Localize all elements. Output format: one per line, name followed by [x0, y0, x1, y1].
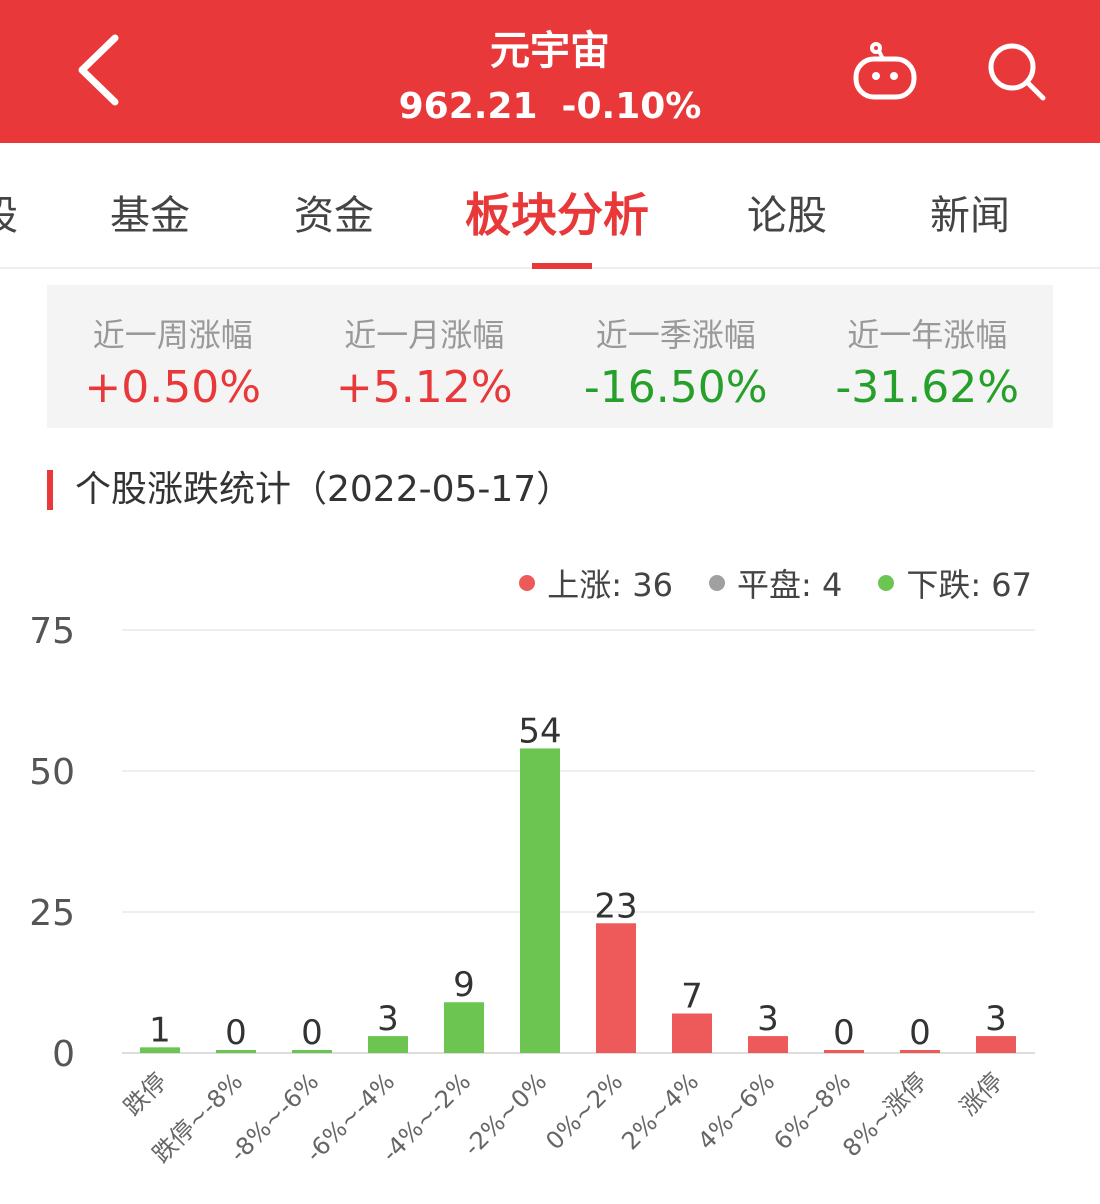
y-tick-label: 75: [29, 611, 75, 652]
x-tick-label: 2%~4%: [616, 1067, 704, 1155]
bar: [520, 748, 560, 1053]
chevron-left-icon[interactable]: [70, 30, 130, 110]
tab-discussion[interactable]: 论股: [747, 193, 827, 239]
legend-dot: [519, 575, 536, 591]
robot-icon[interactable]: [852, 42, 918, 102]
index-change: -0.10%: [561, 86, 702, 127]
stat-week: 近一周涨幅 +0.50%: [84, 316, 262, 413]
y-tick-label: 25: [29, 893, 75, 934]
tab-capital[interactable]: 资金: [294, 193, 374, 239]
bar-value-label: 3: [377, 999, 399, 1039]
bar-value-label: 9: [453, 965, 475, 1005]
bar-value-label: 0: [833, 1013, 855, 1053]
bar: [216, 1050, 256, 1053]
chart-legend: 上涨: 36 平盘: 4 下跌: 67: [519, 560, 1032, 606]
bar-value-label: 54: [518, 711, 561, 751]
x-tick-label: 4%~6%: [692, 1067, 780, 1155]
bar: [368, 1036, 408, 1053]
bar: [292, 1050, 332, 1053]
bar: [824, 1050, 864, 1053]
bar: [596, 923, 636, 1053]
section-title: 个股涨跌统计（2022-05-17）: [47, 470, 572, 510]
bar-value-label: 0: [225, 1013, 247, 1053]
stat-quarter: 近一季涨幅 -16.50%: [583, 316, 768, 413]
tab-sector-analysis[interactable]: 板块分析: [465, 188, 649, 242]
index-quote: 962.21 -0.10%: [0, 86, 1100, 127]
y-tick-label: 50: [29, 752, 75, 793]
bar-value-label: 7: [681, 977, 703, 1017]
active-tab-indicator: [532, 263, 592, 269]
index-price: 962.21: [398, 86, 538, 127]
bar-value-label: 3: [985, 999, 1007, 1039]
page-title: 元宇宙: [490, 28, 610, 74]
y-tick-label: 0: [52, 1034, 75, 1075]
bar-value-label: 0: [909, 1013, 931, 1053]
bar-value-label: 23: [594, 886, 637, 926]
tab-news[interactable]: 新闻: [930, 193, 1010, 239]
tab-bar: 股 基金 资金 板块分析 论股 新闻: [0, 143, 1100, 269]
x-tick-label: 涨停: [955, 1067, 1009, 1121]
bar: [672, 1013, 712, 1053]
legend-flat[interactable]: 平盘: 4: [708, 560, 842, 606]
performance-stats: 近一周涨幅 +0.50% 近一月涨幅 +5.12% 近一季涨幅 -16.50% 近一年…: [47, 285, 1053, 428]
bar-chart: 02550751跌停0跌停~-8%0-8%~-6%3-6%~-4%9-4%~-2…: [29, 611, 1035, 1168]
tab-stock[interactable]: 股: [0, 183, 18, 241]
bar: [976, 1036, 1016, 1053]
x-tick-label: 8%~涨停: [837, 1067, 932, 1162]
bar-value-label: 1: [149, 1010, 171, 1050]
legend-dot: [878, 575, 895, 591]
tab-fund[interactable]: 基金: [110, 193, 190, 239]
bar: [140, 1047, 180, 1053]
header: 元宇宙 962.21 -0.10%: [0, 0, 1100, 143]
bar: [748, 1036, 788, 1053]
bar-value-label: 3: [757, 999, 779, 1039]
legend-up[interactable]: 上涨: 36: [519, 560, 673, 606]
stat-month: 近一月涨幅 +5.12%: [335, 316, 513, 413]
legend-dot: [708, 575, 725, 591]
x-tick-label: 跌停: [119, 1067, 173, 1121]
bar: [444, 1002, 484, 1053]
bar: [900, 1050, 940, 1053]
search-icon[interactable]: [985, 40, 1049, 104]
x-tick-label: -2%~0%: [458, 1067, 552, 1161]
legend-down[interactable]: 下跌: 67: [878, 560, 1032, 606]
stat-year: 近一年涨幅 -31.62%: [835, 316, 1020, 413]
x-tick-label: 0%~2%: [540, 1067, 628, 1155]
bar-value-label: 0: [301, 1013, 323, 1053]
